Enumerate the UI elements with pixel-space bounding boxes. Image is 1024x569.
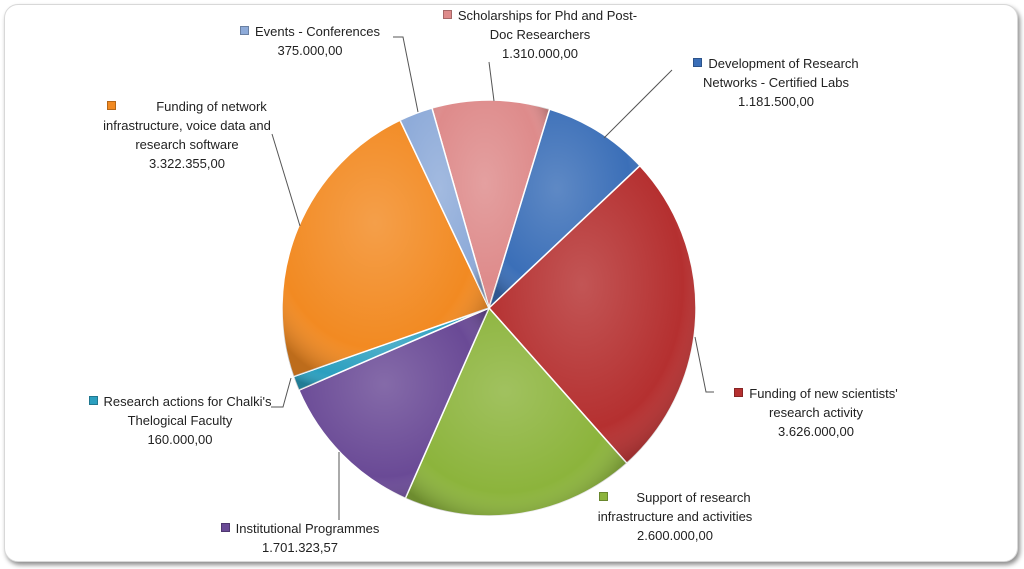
label-value: 3.626.000,00 [778,424,854,439]
legend-swatch-events [240,26,249,35]
label-value: 3.322.355,00 [149,156,225,171]
pie-slice-shading [431,99,550,308]
label-value: 1.310.000,00 [502,46,578,61]
data-label-support: Support of research infrastructure and a… [570,488,780,545]
data-label-scholarships: Scholarships for Phd and Post- Doc Resea… [425,6,655,63]
leader-line-scholarships [488,61,495,102]
data-label-institutional: Institutional Programmes 1.701.323,57 [200,519,400,557]
label-text: Events - Conferences [255,24,381,39]
label-text: Thelogical Faculty [127,413,233,428]
label-text: Development of Research [708,56,859,71]
data-label-network: Funding of network infrastructure, voice… [72,97,302,173]
leader-line-development [603,69,673,139]
label-text: Funding of new scientists' [749,386,898,401]
label-value: 2.600.000,00 [637,528,713,543]
label-value: 160.000,00 [147,432,213,447]
label-text: Support of research [636,490,751,505]
legend-swatch-new-scientists [734,388,744,397]
label-text: Networks - Certified Labs [703,75,849,90]
data-label-development: Development of Research Networks - Certi… [676,54,876,111]
pie-slice-shading [400,108,489,309]
pie-slice-shading [298,308,489,499]
pie-slice-shading [405,308,627,516]
legend-swatch-network [107,101,117,110]
leader-line-events [393,36,419,113]
label-value: 1.181.500,00 [738,94,814,109]
legend-swatch-institutional [220,523,230,532]
pie-slice-shading [489,165,696,464]
data-label-events: Events - Conferences 375.000,00 [240,22,380,60]
data-label-chalki: Research actions for Chalki's Thelogical… [70,392,290,449]
label-text: research software [135,137,239,152]
label-text: infrastructure and activities [597,509,753,524]
label-value: 1.701.323,57 [262,540,338,555]
label-text: research activity [769,405,863,420]
pie-slice-shading [282,120,489,377]
leader-line-new-scientists [694,336,714,393]
label-text: Funding of network [156,99,267,114]
pie-slice-shading [489,109,640,308]
pie-slice-shading [293,308,489,391]
label-text: Doc Researchers [489,27,591,42]
leader-lines [271,36,714,520]
legend-swatch-development [693,58,703,67]
label-value: 375.000,00 [277,43,343,58]
legend-swatch-support [599,492,609,501]
data-label-new-scientists: Funding of new scientists' research acti… [716,384,916,441]
label-text: infrastructure, voice data and [103,118,271,133]
legend-swatch-chalki [88,396,98,405]
label-text: Research actions for Chalki's [103,394,272,409]
label-text: Institutional Programmes [235,521,380,536]
leader-line-network [271,133,301,227]
legend-swatch-scholarships [442,10,452,19]
label-text: Scholarships for Phd and Post- [457,8,638,23]
leader-line-chalki [271,377,292,408]
